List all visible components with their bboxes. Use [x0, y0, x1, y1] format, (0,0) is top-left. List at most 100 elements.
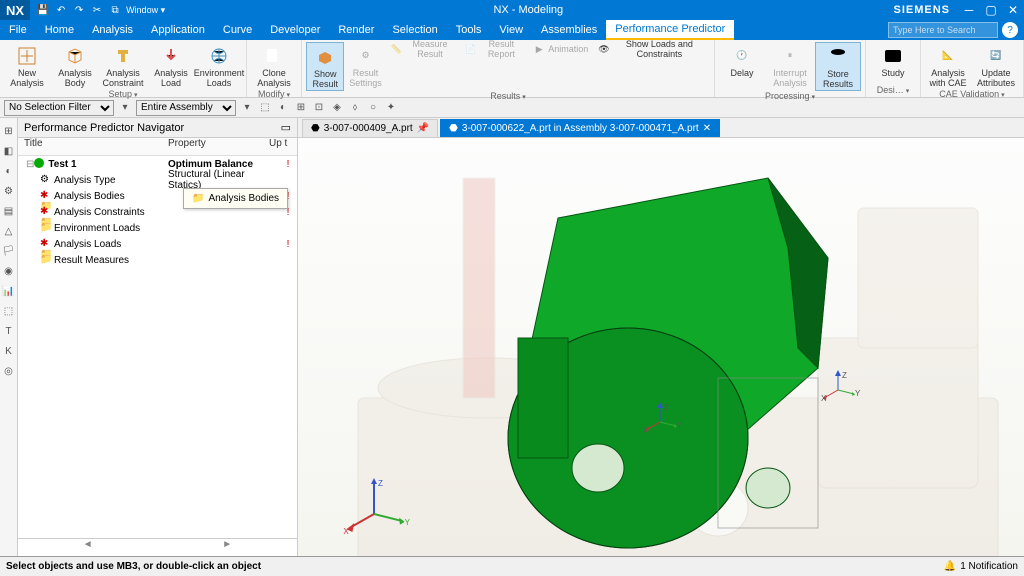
filter-dropdown-icon[interactable]: ▾ — [116, 100, 134, 116]
rail-tool-icon[interactable]: ◎ — [2, 364, 16, 378]
ribbon-study[interactable]: 3DStudy — [870, 42, 916, 85]
ribbon-label: CloneAnalysis — [257, 69, 291, 89]
rail-tool-icon[interactable]: T — [2, 324, 16, 338]
show-lc-icon: 👁 — [598, 44, 609, 56]
qat-tool-icon[interactable]: ▾ — [238, 100, 256, 116]
tab-label: 3-007-000622_A.prt in Assembly 3-007-000… — [462, 123, 699, 134]
qat-tool-icon[interactable]: ◐ — [274, 100, 292, 116]
ribbon-environment-loads[interactable]: EnvironmentLoads — [196, 42, 242, 89]
rail-tool-icon[interactable]: ⚙ — [2, 184, 16, 198]
rail-tool-icon[interactable]: ▤ — [2, 204, 16, 218]
qat-tool-icon[interactable]: ⊞ — [292, 100, 310, 116]
tree-row[interactable]: 📁Result Measures — [18, 252, 297, 268]
ribbon-update-attributes[interactable]: 🔄UpdateAttributes — [973, 42, 1019, 89]
selection-filter-dropdown[interactable]: No Selection Filter — [4, 100, 114, 116]
tree-row[interactable]: 📁Environment Loads — [18, 220, 297, 236]
col-title[interactable]: Title — [18, 138, 168, 155]
ribbon-label: NewAnalysis — [10, 69, 44, 89]
ribbon-label: AnalysisBody — [58, 69, 92, 89]
menu-developer[interactable]: Developer — [261, 20, 329, 40]
mesh-cube-icon — [63, 44, 87, 68]
col-property[interactable]: Property — [168, 138, 269, 155]
minimize-button[interactable]: ─ — [958, 3, 980, 17]
close-button[interactable]: ✕ — [1002, 3, 1024, 17]
pin-icon[interactable]: 📌 — [417, 123, 429, 134]
qat-tool-icon[interactable]: ○ — [364, 100, 382, 116]
window-menu[interactable]: Window ▾ — [126, 3, 165, 17]
selection-scope-dropdown[interactable]: Entire Assembly — [136, 100, 236, 116]
nav-scroll-right[interactable]: ► — [158, 539, 298, 556]
ribbon-new-analysis[interactable]: NewAnalysis — [4, 42, 50, 89]
qat-tool-icon[interactable]: ⬨ — [346, 100, 364, 116]
graphics-canvas[interactable]: ZYXZYXZYX — [298, 138, 1024, 556]
menu-file[interactable]: File — [0, 20, 36, 40]
menu-application[interactable]: Application — [142, 20, 214, 40]
menu-assemblies[interactable]: Assemblies — [532, 20, 606, 40]
ribbon-animation: ▶Animation — [529, 42, 592, 57]
menu-home[interactable]: Home — [36, 20, 83, 40]
document-tab[interactable]: ⬣3-007-000622_A.prt in Assembly 3-007-00… — [440, 119, 720, 137]
tree-label: Analysis Type — [54, 175, 116, 186]
ribbon-group-label: Processing▾ — [719, 91, 861, 101]
undo-icon[interactable]: ↶ — [54, 3, 68, 17]
redo-icon[interactable]: ↷ — [72, 3, 86, 17]
rail-tool-icon[interactable]: ◧ — [2, 144, 16, 158]
menu-performance-predictor[interactable]: Performance Predictor — [606, 20, 734, 40]
rail-tool-icon[interactable]: ⬚ — [2, 304, 16, 318]
rail-tool-icon[interactable]: ⊞ — [2, 124, 16, 138]
notification-label[interactable]: 1 Notification — [960, 561, 1018, 572]
viewport: ⬣3-007-000409_A.prt📌⬣3-007-000622_A.prt … — [298, 118, 1024, 556]
save-icon[interactable]: 💾 — [36, 3, 50, 17]
qat-tool-icon[interactable]: ✦ — [382, 100, 400, 116]
maximize-button[interactable]: ▢ — [980, 3, 1002, 17]
ribbon-analysis-body[interactable]: AnalysisBody — [52, 42, 98, 89]
svg-text:Y: Y — [405, 518, 411, 527]
ribbon-show-loads-and-constraints[interactable]: 👁Show Loads and Constraints — [594, 42, 710, 57]
ribbon-store-results[interactable]: StoreResults — [815, 42, 861, 91]
menu-view[interactable]: View — [490, 20, 532, 40]
ribbon: NewAnalysis AnalysisBody AnalysisConstrain… — [0, 40, 1024, 98]
menu-render[interactable]: Render — [329, 20, 383, 40]
qat-tool-icon[interactable]: ⬚ — [256, 100, 274, 116]
copy-icon[interactable]: ⧉ — [108, 3, 122, 17]
help-icon[interactable]: ? — [1002, 22, 1018, 38]
ribbon-label: Analysiswith CAE — [929, 69, 966, 89]
ribbon-show-result[interactable]: ShowResult — [306, 42, 344, 91]
document-tab[interactable]: ⬣3-007-000409_A.prt📌 — [302, 119, 438, 137]
cut-icon[interactable]: ✂ — [90, 3, 104, 17]
qat-tool-icon[interactable]: ◈ — [328, 100, 346, 116]
tree-row[interactable]: ⚙Analysis TypeStructural (Linear Statics… — [18, 172, 297, 188]
ribbon-interrupt-analysis: ⏸InterruptAnalysis — [767, 42, 813, 91]
ribbon-delay[interactable]: 🕐Delay — [719, 42, 765, 91]
ribbon-analysis-load[interactable]: AnalysisLoad — [148, 42, 194, 89]
folder-icon: 📁 — [192, 193, 204, 204]
navigator-collapse-icon[interactable]: ▭ — [281, 121, 291, 134]
rail-tool-icon[interactable]: 📊 — [2, 284, 16, 298]
rail-tool-icon[interactable]: K — [2, 344, 16, 358]
menu-analysis[interactable]: Analysis — [83, 20, 142, 40]
rail-tool-icon[interactable]: ◉ — [2, 264, 16, 278]
rail-tool-icon[interactable]: ◐ — [2, 164, 16, 178]
ribbon-group-label: Modify▾ — [251, 89, 297, 99]
navigator-header: Title Property Up t — [18, 138, 297, 156]
col-uptodate[interactable]: Up t — [269, 138, 297, 155]
menu-tools[interactable]: Tools — [447, 20, 491, 40]
notification-icon[interactable]: 🔔 — [944, 561, 956, 572]
qat-tool-icon[interactable]: ⊡ — [310, 100, 328, 116]
nav-scroll-left[interactable]: ◄ — [18, 539, 158, 556]
ribbon-label: EnvironmentLoads — [194, 69, 245, 89]
menu-curve[interactable]: Curve — [214, 20, 261, 40]
ribbon-label: Result Report — [479, 40, 523, 60]
load-arrow-icon — [159, 44, 183, 68]
close-tab-icon[interactable]: ✕ — [703, 123, 711, 134]
rail-tool-icon[interactable]: 🏳 — [2, 244, 16, 258]
ribbon-clone-analysis[interactable]: CloneAnalysis — [251, 42, 297, 89]
ruler-icon: 📏 — [391, 44, 402, 56]
search-input[interactable]: Type Here to Search — [888, 22, 998, 38]
ribbon-analysis-with-cae[interactable]: 📐Analysiswith CAE — [925, 42, 971, 89]
rail-tool-icon[interactable]: △ — [2, 224, 16, 238]
ribbon-analysis-constraint[interactable]: AnalysisConstraint — [100, 42, 146, 89]
menu-selection[interactable]: Selection — [383, 20, 446, 40]
tree-row[interactable]: ✱📁Analysis Loads! — [18, 236, 297, 252]
svg-text:Y: Y — [677, 421, 683, 430]
